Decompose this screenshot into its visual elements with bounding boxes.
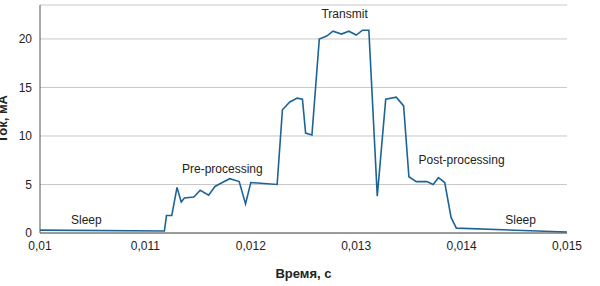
svg-text:Ток, мА: Ток, мА <box>8 94 10 142</box>
svg-text:0,015: 0,015 <box>552 239 582 253</box>
svg-text:Post-processing: Post-processing <box>419 153 505 167</box>
svg-text:0,013: 0,013 <box>341 239 371 253</box>
svg-text:5: 5 <box>25 178 32 192</box>
svg-text:0,012: 0,012 <box>236 239 266 253</box>
svg-text:15: 15 <box>19 81 33 95</box>
svg-text:Pre-processing: Pre-processing <box>182 162 263 176</box>
svg-text:Transmit: Transmit <box>321 7 368 21</box>
svg-text:10: 10 <box>19 129 33 143</box>
svg-text:Sleep: Sleep <box>71 213 102 227</box>
svg-text:Время, с: Время, с <box>275 266 331 281</box>
svg-text:0,01: 0,01 <box>28 239 52 253</box>
svg-text:Sleep: Sleep <box>505 213 536 227</box>
svg-text:0: 0 <box>25 226 32 240</box>
svg-text:0,011: 0,011 <box>131 239 160 253</box>
svg-text:0,014: 0,014 <box>447 239 477 253</box>
svg-text:20: 20 <box>19 32 33 46</box>
